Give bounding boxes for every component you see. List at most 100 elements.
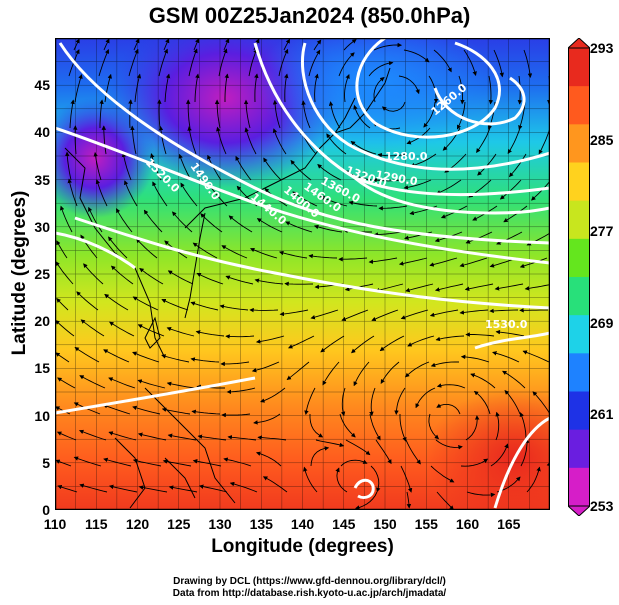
- y-tick-label: 40: [34, 124, 50, 141]
- streamline: [278, 48, 289, 77]
- streamline: [373, 231, 403, 237]
- streamline: [69, 99, 75, 129]
- streamline: [465, 231, 493, 244]
- contour-label: 1530.0: [485, 318, 528, 331]
- streamline: [340, 387, 346, 417]
- streamline: [470, 373, 496, 389]
- streamline: [200, 213, 223, 233]
- streamline: [518, 101, 526, 131]
- y-axis-label: Latitude (degrees): [9, 190, 30, 356]
- streamline: [463, 49, 477, 77]
- streamline: [489, 308, 519, 314]
- streamline: [172, 211, 193, 233]
- streamline: [256, 218, 283, 233]
- streamline: [394, 387, 406, 415]
- streamline: [255, 335, 285, 344]
- y-tick-label: 20: [34, 313, 50, 330]
- streamline: [224, 73, 229, 102]
- streamline: [314, 73, 319, 103]
- streamline: [326, 133, 347, 155]
- height-contours: [55, 38, 550, 509]
- streamline: [476, 127, 491, 154]
- streamline: [310, 446, 330, 467]
- streamline: [436, 179, 462, 195]
- streamline: [430, 361, 460, 368]
- streamline: [458, 75, 465, 105]
- streamline: [161, 354, 190, 363]
- streamline: [520, 438, 530, 467]
- lat-lon-grid: [55, 38, 550, 510]
- streamline: [464, 283, 494, 291]
- streamline: [99, 99, 104, 128]
- streamline: [429, 257, 458, 267]
- y-tick-label: 45: [34, 77, 50, 94]
- y-tick-label: 5: [42, 454, 50, 471]
- streamline: [375, 283, 404, 293]
- streamline: [423, 101, 436, 128]
- streamline: [351, 335, 375, 354]
- streamline: [190, 357, 220, 363]
- streamline: [132, 405, 161, 415]
- low-pressure-region: [255, 38, 495, 153]
- streamline: [353, 104, 371, 129]
- streamline: [532, 391, 550, 415]
- streamline: [433, 49, 452, 73]
- y-tick-label: 35: [34, 171, 50, 188]
- streamline: [353, 361, 370, 387]
- streamline: [436, 491, 454, 510]
- streamline: [235, 155, 252, 181]
- colorbar-cell: [568, 467, 590, 507]
- streamline: [436, 383, 466, 389]
- streamline: [103, 457, 132, 467]
- streamline: [101, 125, 107, 155]
- streamline: [108, 236, 128, 259]
- streamline: [284, 73, 289, 103]
- streamline: [524, 284, 550, 291]
- streamline: [400, 309, 429, 320]
- streamline: [79, 483, 108, 493]
- streamline: [108, 431, 137, 441]
- streamline: [74, 346, 100, 363]
- streamline: [459, 257, 488, 268]
- streamline: [494, 283, 524, 291]
- streamline: [223, 38, 230, 51]
- streamline: [340, 459, 368, 467]
- streamline: [132, 351, 160, 363]
- streamline: [313, 39, 322, 51]
- x-tick-label: 160: [455, 516, 480, 532]
- streamline: [226, 387, 256, 395]
- colorbar-tick-label: 269: [590, 314, 614, 331]
- streamline: [290, 159, 312, 181]
- streamline: [225, 275, 254, 285]
- streamline: [410, 153, 437, 168]
- plot-frame: [55, 38, 550, 510]
- streamline: [162, 459, 192, 467]
- colorbar-cell: [568, 315, 590, 354]
- streamline: [338, 52, 355, 77]
- streamline: [400, 465, 413, 493]
- colorbar-cell: [568, 162, 590, 202]
- streamline: [309, 414, 324, 438]
- streamline: [73, 456, 102, 467]
- streamline: [459, 309, 489, 315]
- streamline: [354, 491, 378, 510]
- x-axis-label: Longitude (degrees): [211, 536, 394, 557]
- x-tick-label: 130: [208, 516, 232, 532]
- streamline: [221, 245, 248, 259]
- streamline: [303, 466, 318, 493]
- streamline: [225, 334, 255, 339]
- streamline: [370, 465, 381, 493]
- streamline: [190, 301, 219, 311]
- wind-streamlines: [55, 38, 550, 510]
- streamline: [304, 387, 316, 416]
- streamline: [345, 439, 371, 456]
- streamline: [436, 403, 461, 415]
- streamline: [371, 309, 399, 321]
- streamline: [157, 99, 162, 129]
- streamline: [492, 351, 520, 363]
- streamline: [134, 73, 142, 103]
- streamline: [320, 335, 345, 353]
- streamline: [102, 404, 131, 415]
- streamline: [249, 307, 279, 313]
- streamline: [499, 179, 522, 200]
